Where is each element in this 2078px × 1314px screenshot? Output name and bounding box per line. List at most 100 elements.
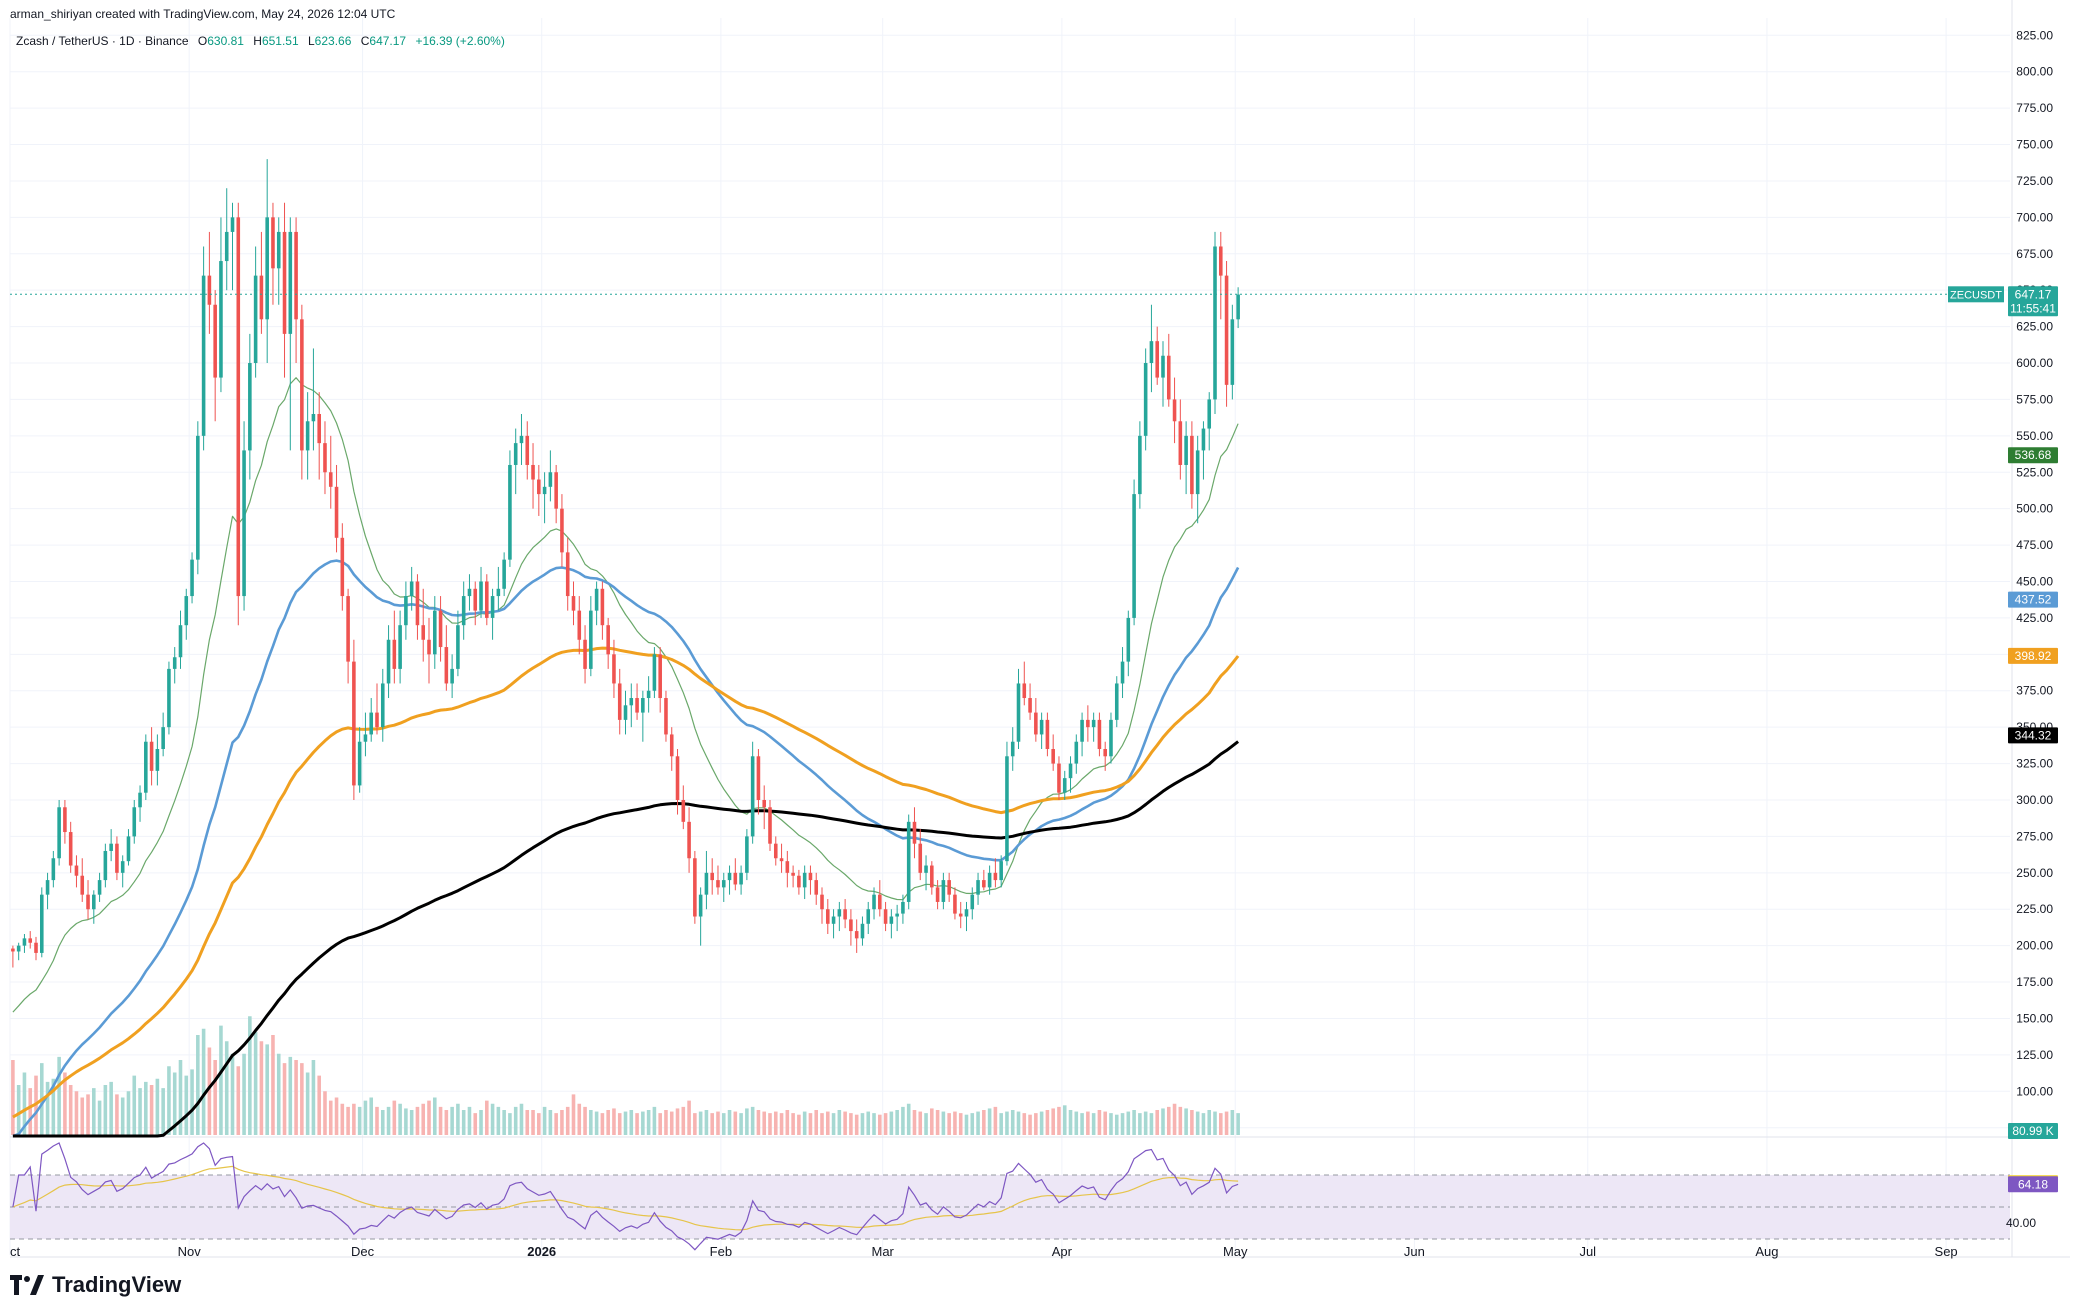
candle-body [1074,741,1079,764]
volume-bar [63,1072,67,1135]
volume-bar [779,1113,784,1135]
volume-bar [172,1072,177,1135]
candle-body [1161,355,1165,378]
candle-body [704,872,709,895]
candle-body [92,894,96,910]
volume-bar [109,1081,113,1135]
volume-bar [380,1110,385,1135]
attribution-text: arman_shiriyan created with TradingView.… [10,7,396,21]
price-tick-label: 325.00 [2016,757,2053,771]
candle-body [785,861,790,873]
volume-bar [617,1113,622,1135]
symbol-title: Zcash / TetherUS · 1D · Binance [16,34,189,48]
last-price-badge-text: 647.17 [2015,287,2052,301]
candle-body [814,880,819,895]
volume-bar [912,1110,917,1135]
volume-bar [1201,1113,1206,1135]
volume-bar [253,1031,258,1135]
candle-body [1016,683,1021,742]
volume-bar [716,1111,720,1135]
candle-body [635,698,639,713]
volume-bar [1236,1113,1240,1135]
candle-body [935,887,940,902]
rsi-line [12,1142,1239,1251]
volume-bar [190,1069,194,1135]
volume-bar [808,1113,813,1135]
rsi-ma-line [12,1165,1239,1231]
candle-body [63,807,67,833]
volume-bar [727,1110,732,1135]
candle-body [334,486,339,538]
volume-bar [589,1110,593,1135]
candle-body [797,875,801,888]
candle-body [276,231,281,269]
time-axis[interactable]: ct Nov Dec 2026 Feb Mar Apr May Jun Jul Aug Sep [10,1244,1958,1259]
tradingview-watermark[interactable]: TradingView [10,1272,181,1298]
volume-bar [1120,1113,1125,1135]
volume-bar [1172,1103,1177,1135]
volume-bar [155,1078,160,1135]
candle-body [346,596,350,662]
candle-body [427,639,431,655]
volume-bar [739,1113,743,1135]
candle-body [132,807,137,837]
candle-body [317,413,321,444]
candle-body [1155,341,1160,378]
price-axis[interactable]: 825.00 800.00 775.00 750.00 725.00 700.00 675.… [2006,28,2053,1230]
volume-bar [918,1111,923,1135]
candle-body [490,596,495,618]
volume-bar [363,1100,368,1135]
candle-body [889,916,894,924]
price-tick-label: 175.00 [2016,975,2053,989]
volume-bar [485,1100,489,1135]
candle-body [854,931,859,939]
candle-body [958,913,963,917]
volume-bar [577,1103,582,1135]
volume-bar [554,1113,558,1135]
candle-body [953,894,957,914]
price-tick-label: 525.00 [2016,465,2053,479]
time-tick-label: May [1223,1244,1248,1259]
volume-bar [964,1114,969,1135]
candle-body [57,807,61,859]
volume-bar [594,1111,599,1135]
candle-body [895,913,899,917]
volume-bar [45,1081,50,1135]
candle-body [1005,756,1009,862]
candle-body [675,756,680,800]
volume-bar [664,1110,668,1135]
ohlc-close-label: C [361,34,370,48]
volume-bar [184,1075,189,1135]
price-tick-label: 725.00 [2016,174,2053,188]
volume-bar [930,1108,934,1135]
volume-bar [328,1100,333,1135]
candle-body [1057,763,1061,793]
candle-body [16,945,21,952]
ohlc-low-value: 623.66 [315,34,352,48]
candle-body [282,231,287,334]
volume-bar [901,1106,905,1135]
candle-body [918,843,923,873]
volume-bar [305,1072,310,1135]
volume-bar [288,1056,293,1135]
volume-bar [409,1110,414,1135]
volume-bar [1068,1110,1073,1135]
volume-bar [895,1110,899,1135]
volume-badge: 80.99 K [2008,1123,2058,1139]
candle-body [1028,698,1032,713]
candle-body [1091,719,1096,728]
volume-bar [635,1113,639,1135]
volume-bar [57,1056,61,1135]
volume-bar [872,1113,876,1135]
volume-bar [346,1106,350,1135]
candle-body [976,880,980,895]
volume-bar [16,1085,21,1135]
time-tick-label: Nov [178,1244,202,1259]
volume-bar [710,1113,714,1135]
volume-bar [612,1108,616,1135]
volume-bar [623,1111,628,1135]
volume-bar [432,1097,437,1135]
candle-body [1149,341,1154,364]
